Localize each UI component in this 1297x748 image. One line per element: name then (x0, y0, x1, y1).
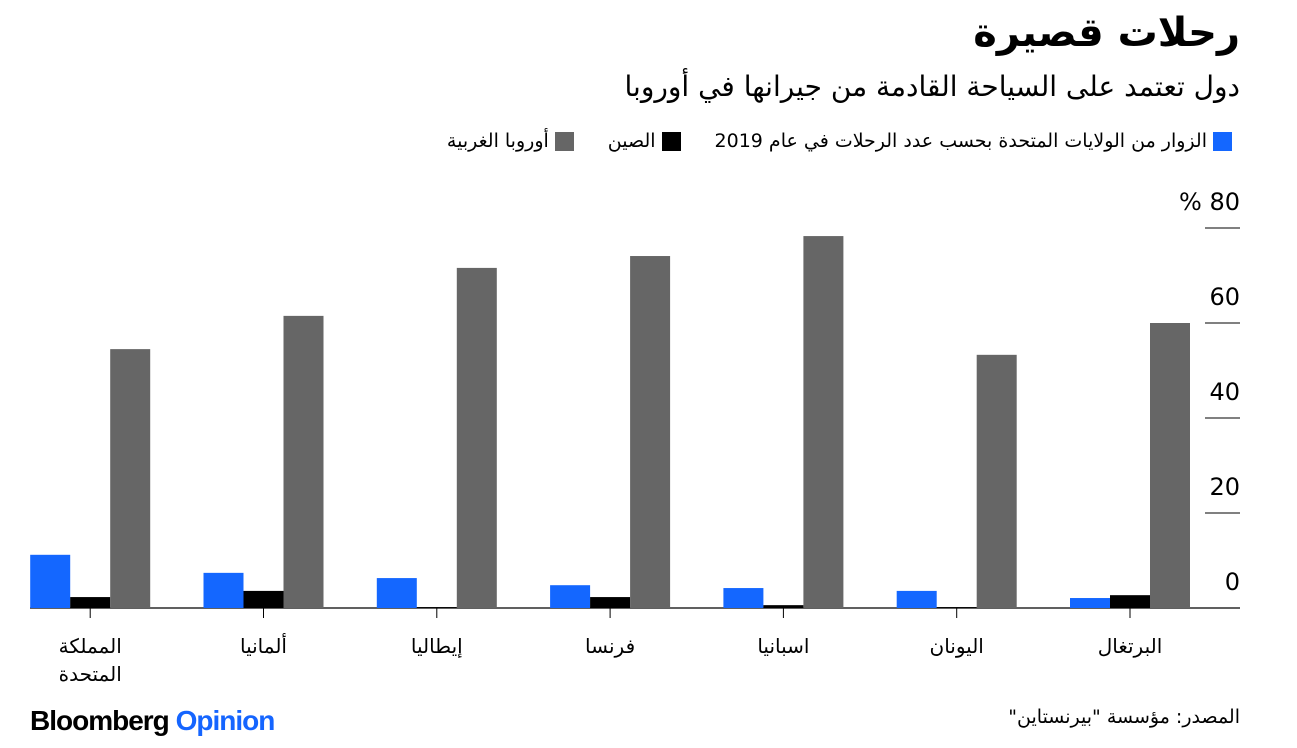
legend-item: أوروبا الغربية (447, 130, 574, 152)
bar (456, 267, 497, 608)
chart-subtitle: دول تعتمد على السياحة القادمة من جيرانها… (624, 70, 1240, 103)
bar (283, 315, 324, 608)
legend-label: الزوار من الولايات المتحدة بحسب عدد الرح… (714, 130, 1207, 152)
bar (416, 607, 457, 608)
legend-item: الزوار من الولايات المتحدة بحسب عدد الرح… (715, 130, 1232, 152)
bar (243, 590, 284, 608)
y-tick-label: 20 (1209, 473, 1240, 501)
legend-swatch (661, 131, 681, 151)
bar (30, 554, 71, 608)
bar (936, 607, 977, 608)
bar (896, 590, 937, 608)
x-tick-label: إيطاليا (410, 634, 463, 658)
logo-brand: Bloomberg (30, 705, 170, 736)
bar (723, 588, 764, 608)
x-tick-label: فرنسا (585, 634, 636, 658)
logo-product: Opinion (175, 705, 276, 736)
bar (976, 354, 1017, 608)
bar (1110, 595, 1150, 608)
y-tick-label: 0 (1224, 568, 1240, 596)
legend-swatch (554, 131, 574, 151)
bar (1150, 323, 1190, 608)
bar (763, 605, 804, 608)
bar (803, 236, 844, 608)
bar (590, 597, 631, 608)
legend-item: الصين (608, 130, 681, 152)
bar (110, 349, 151, 608)
x-tick-label: اليونان (929, 634, 984, 658)
x-tick-label: اسبانيا (757, 634, 810, 658)
bar (550, 585, 591, 608)
legend-label: الصين (607, 130, 656, 152)
legend: الزوار من الولايات المتحدة بحسب عدد الرح… (447, 130, 1232, 152)
logo: Bloomberg Opinion (30, 705, 276, 737)
y-tick-label: 40 (1209, 378, 1240, 406)
bar (376, 578, 417, 608)
x-tick-label: المملكة المتحدة (58, 634, 122, 686)
x-tick-label: البرتغال (1097, 634, 1163, 658)
y-tick-label: 60 (1209, 283, 1240, 311)
legend-swatch (1213, 131, 1232, 151)
source: المصدر: مؤسسة "بيرنستاين" (1008, 706, 1240, 728)
bar (630, 256, 671, 608)
chart-title: رحلات قصيرة (973, 10, 1240, 56)
bar (203, 572, 244, 608)
y-tick-label: % 80 (1179, 188, 1240, 216)
legend-label: أوروبا الغربية (446, 130, 549, 152)
x-tick-label: ألمانيا (239, 634, 287, 658)
bar (70, 597, 111, 608)
bar (1070, 598, 1110, 608)
